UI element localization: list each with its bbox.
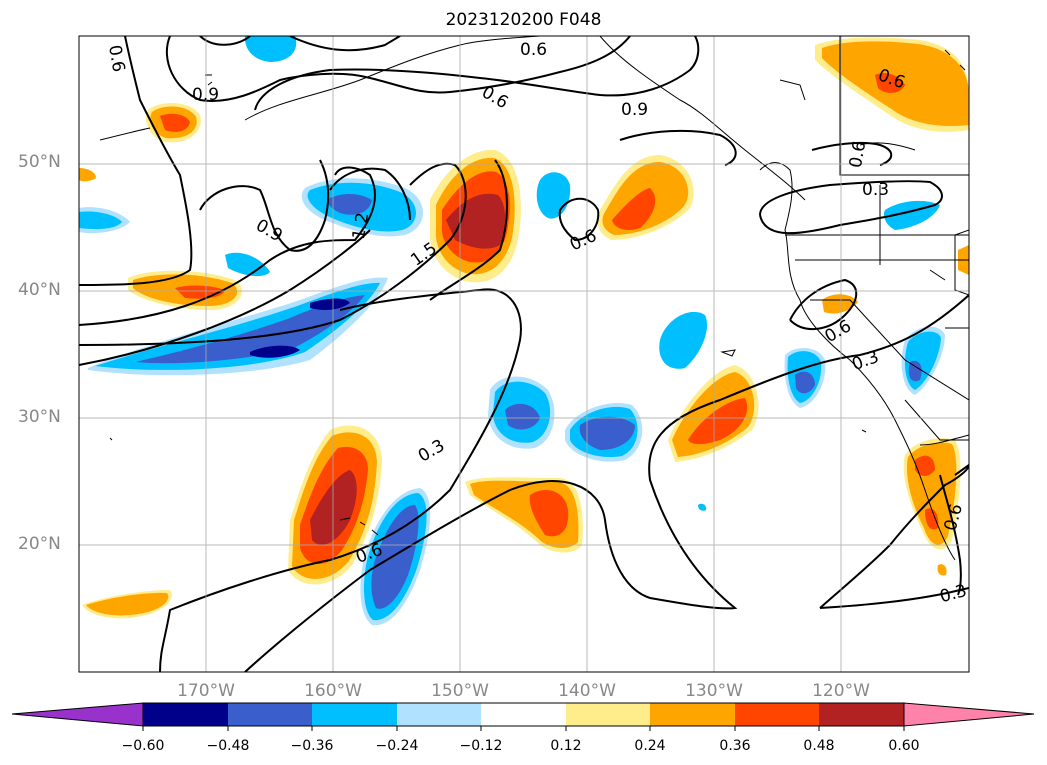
lat-label: 50°N [18,152,61,172]
contour-label: 0.3 [938,581,969,607]
map-panel: 0.6 0.9 0.6 0.6 0.9 0.6 0.3 0.9 1.2 1.5 … [79,36,969,672]
colorbar-tick-label: −0.48 [206,738,250,754]
positive-anomaly-central-max [446,193,505,249]
negative-anomaly-30n-a-inner [505,403,540,430]
positive-anomaly-topright-inner [875,73,905,93]
contour-label: 0.3 [862,180,889,200]
colorbar-bin [228,703,312,726]
colorbar-bin [650,703,735,726]
negative-anomaly-mid [659,311,708,369]
positive-anomaly-15n-core [86,592,169,616]
colorbar-extend-min [11,702,144,727]
negative-anomaly-band-inner [135,295,365,364]
colorbar-bin [735,703,819,726]
negative-anomaly-top [244,36,297,62]
colorbar-tick-label: −0.60 [121,738,165,754]
graticule [79,36,969,672]
colorbar-bin [143,703,228,726]
map-title: 2023120200 F048 [445,10,602,30]
contour-lines [79,36,969,672]
colorbar-tick-label: 0.36 [719,738,751,754]
contour-label: 0.9 [192,85,219,105]
negative-anomaly-edge-core [79,211,122,230]
negative-anomaly-33n-inner [795,371,815,394]
colorbar-tick-label: 0.12 [550,738,582,754]
colorbar-bin [819,703,904,726]
colorbar-tick-label: 0.48 [803,738,835,754]
colorbar-tick-label: −0.24 [375,738,419,754]
colorbar [11,702,1035,731]
positive-anomaly-coast [822,294,858,314]
colorbar-bin [312,703,397,726]
colorbar-tick-label: 0.24 [634,738,666,754]
negative-anomaly-30n-b-inner [579,416,635,450]
positive-anomaly-edge [79,168,96,182]
negative-anomaly-band-max [250,298,350,358]
negative-anomaly-band-core [95,282,380,370]
lat-label: 40°N [18,280,61,300]
colorbar-bin [397,703,481,726]
positive-anomaly-25n-inner [529,490,569,537]
map-frame [78,35,970,673]
negative-anomaly-north-inner [328,194,372,215]
contour-label: 0.6 [520,40,547,60]
colorbar-bin [566,703,650,726]
contour-label: 0.6 [104,43,128,73]
colorbar-tick-label: −0.12 [459,738,503,754]
colorbar-outline [142,702,905,727]
lon-label: 120°W [812,681,870,701]
positive-anomaly-nw-inner [160,113,190,132]
positive-anomaly-ne-inner [612,188,656,230]
lon-label: 150°W [431,681,489,701]
negative-anomaly-tiny [698,503,707,511]
lon-label: 130°W [685,681,743,701]
lon-label: 140°W [558,681,616,701]
lat-label: 20°N [18,534,61,554]
colorbar-extend-max [903,702,1035,727]
contour-label: 0.6 [821,316,854,347]
lon-label: 170°W [177,681,235,701]
negative-anomaly-20n-inner [371,505,419,609]
negative-anomaly-coast-south-inner [908,360,922,382]
lat-label: 30°N [18,407,61,427]
contour-label: 0.6 [846,139,870,169]
negative-anomaly-small [225,252,270,277]
positive-anomaly-hawaii-south [937,564,947,576]
colorbar-ticks [142,726,905,731]
lon-label: 160°W [304,681,362,701]
colorbar-tick-label: −0.36 [290,738,334,754]
colorbar-bin [481,703,566,726]
contour-label: 0.9 [621,100,648,120]
positive-anomaly-30n-inner [688,398,748,445]
coastlines [99,36,969,561]
contour-label: 0.3 [415,436,448,467]
contour-label: 1.2 [349,211,373,241]
colorbar-tick-label: 0.60 [888,738,920,754]
negative-anomaly-isolated [536,172,571,219]
contour-label: 0.6 [567,226,600,256]
